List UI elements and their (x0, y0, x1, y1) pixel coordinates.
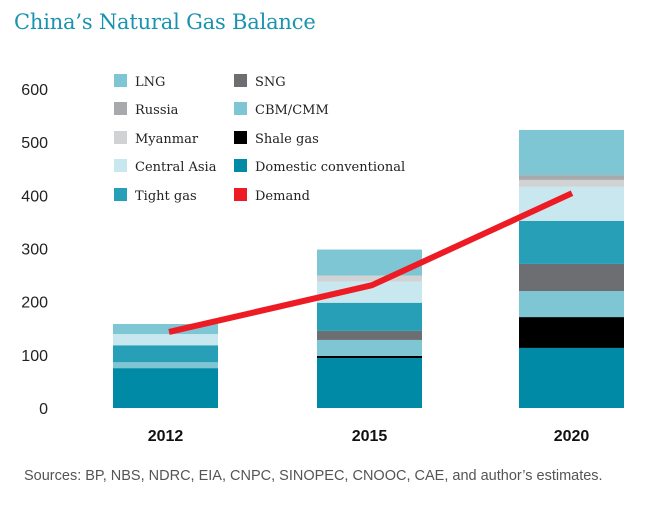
bar-segment-cbm-cmm (519, 291, 624, 318)
x-axis: 2012 2015 2020 (148, 428, 590, 445)
demand-line-group (168, 190, 574, 335)
legend-label: Tight gas (135, 189, 197, 204)
bar-segment-central-asia (317, 281, 422, 303)
bar-segment-myanmar (317, 275, 422, 282)
legend-swatch (234, 102, 247, 115)
legend-item-tight-gas: Tight gas (114, 188, 197, 204)
legend-label: LNG (135, 75, 165, 90)
bar-segment-sng (519, 263, 624, 292)
bar-stack-2015 (317, 249, 422, 408)
legend-swatch (234, 74, 247, 87)
bar-stack-2020 (519, 129, 624, 408)
bar-segment-cbm-cmm (317, 339, 422, 356)
y-tick-label: 200 (21, 295, 48, 312)
legend-label: Shale gas (255, 132, 319, 147)
x-tick-label: 2015 (352, 428, 388, 445)
bars (113, 129, 624, 408)
legend-label: Central Asia (135, 160, 217, 175)
legend-item-demand: Demand (234, 188, 310, 204)
bar-segment-tight-gas (113, 345, 218, 363)
bar-segment-shale-gas (519, 317, 624, 348)
y-tick-label: 500 (21, 135, 48, 152)
source-note: Sources: BP, NBS, NDRC, EIA, CNPC, SINOP… (24, 468, 603, 484)
legend-swatch (234, 131, 247, 144)
bar-segment-russia (519, 175, 624, 180)
bar-segment-lng (519, 129, 624, 176)
legend-label: Domestic conventional (255, 160, 405, 175)
legend-swatch (114, 159, 127, 172)
legend-item-central-asia: Central Asia (114, 159, 217, 175)
bar-segment-domestic-conventional (317, 358, 422, 408)
y-tick-label: 0 (39, 401, 48, 418)
bar-segment-domestic-conventional (519, 347, 624, 408)
y-tick-label: 300 (21, 242, 48, 259)
legend-label: Russia (135, 103, 179, 118)
legend-swatch (114, 102, 127, 115)
legend-swatch (114, 188, 127, 201)
bar-stack-2012 (113, 323, 218, 408)
legend-swatch (114, 131, 127, 144)
bar-segment-shale-gas (317, 355, 422, 359)
legend-item-domestic-conventional: Domestic conventional (234, 159, 405, 175)
legend-item-shale-gas: Shale gas (234, 131, 319, 147)
legend-item-sng: SNG (234, 74, 286, 90)
legend-swatch (234, 159, 247, 172)
legend-swatch (234, 188, 247, 201)
x-tick-label: 2020 (554, 428, 590, 445)
y-axis: 0 100 200 300 400 500 600 (21, 82, 48, 418)
legend-label: Myanmar (135, 132, 199, 147)
chart-title: China’s Natural Gas Balance (14, 10, 316, 34)
y-tick-label: 100 (21, 348, 48, 365)
legend-swatch (114, 74, 127, 87)
legend-item-russia: Russia (114, 102, 179, 118)
bar-segment-domestic-conventional (113, 368, 218, 408)
bar-segment-tight-gas (519, 220, 624, 264)
x-tick-label: 2012 (148, 428, 184, 445)
legend-item-lng: LNG (114, 74, 165, 90)
legend-label: CBM/CMM (255, 103, 329, 118)
legend: LNG Russia Myanmar Central Asia Tight gas SNG… (114, 74, 405, 204)
legend-label: SNG (255, 75, 286, 90)
bar-segment-lng (113, 323, 218, 335)
legend-label: Demand (255, 189, 310, 204)
y-tick-label: 400 (21, 188, 48, 205)
legend-item-cbm-cmm: CBM/CMM (234, 102, 329, 118)
bar-segment-central-asia (519, 186, 624, 221)
bar-segment-central-asia (113, 334, 218, 346)
bar-segment-cbm-cmm (113, 362, 218, 369)
bar-segment-myanmar (519, 179, 624, 187)
y-tick-label: 600 (21, 82, 48, 99)
bar-segment-sng (317, 330, 422, 340)
bar-segment-tight-gas (317, 302, 422, 331)
legend-item-myanmar: Myanmar (114, 131, 199, 147)
